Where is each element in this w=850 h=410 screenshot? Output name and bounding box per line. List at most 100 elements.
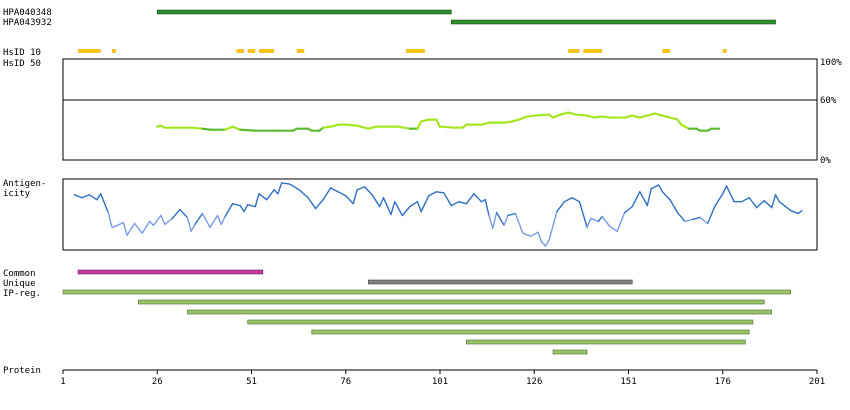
identity-segment bbox=[668, 116, 679, 121]
antigenicity-segment bbox=[529, 231, 539, 237]
antigenicity-segment bbox=[299, 190, 309, 199]
antibody-bar bbox=[156, 9, 452, 15]
antigenicity-segment bbox=[691, 216, 701, 221]
antigenicity-segment bbox=[601, 215, 611, 228]
antigenicity-segment bbox=[88, 194, 98, 201]
antigenicity-segment bbox=[548, 210, 558, 240]
identity-curve bbox=[156, 111, 721, 132]
antigenicity-segment bbox=[778, 200, 788, 209]
region-tracks bbox=[62, 269, 791, 355]
antigenicity-segment bbox=[714, 193, 724, 207]
antigenicity-segment bbox=[503, 214, 509, 227]
axis-tick-label: 1 bbox=[60, 377, 65, 387]
antigenicity-segment bbox=[427, 191, 437, 197]
identity-segment bbox=[480, 121, 491, 126]
antigenicity-segment bbox=[774, 194, 780, 203]
antigenicity-segment bbox=[209, 214, 219, 229]
antigenicity-segment bbox=[488, 214, 494, 230]
antigenicity-segment bbox=[247, 203, 256, 208]
identity-segment bbox=[420, 118, 430, 123]
antigenicity-segment bbox=[450, 200, 460, 207]
unique-label: Unique bbox=[3, 279, 36, 289]
identity-segment bbox=[623, 114, 634, 119]
antigenicity-segment bbox=[382, 197, 392, 216]
antigenicity-segment bbox=[608, 225, 618, 232]
antigenicity-segment bbox=[443, 192, 453, 207]
identity-segment bbox=[502, 120, 513, 124]
antigenicity-segment bbox=[141, 220, 151, 234]
antigenicity-segment bbox=[160, 214, 166, 226]
antigenicity-segment bbox=[420, 195, 430, 213]
hsid10-segment bbox=[662, 49, 670, 53]
antigenicity-segment bbox=[258, 193, 268, 201]
antigenicity-segment bbox=[220, 215, 226, 226]
antigenicity-segment bbox=[722, 185, 728, 195]
antigenicity-segment bbox=[280, 182, 290, 185]
identity-segment bbox=[224, 125, 234, 131]
antigenicity-segment bbox=[152, 214, 162, 227]
hsid10-segment bbox=[568, 49, 580, 53]
antigenicity-segment bbox=[669, 199, 679, 214]
antigenicity-segment bbox=[292, 185, 302, 192]
unique-bar bbox=[368, 279, 633, 285]
ip-region-bar bbox=[138, 299, 765, 305]
antigenicity-segment bbox=[740, 197, 750, 203]
hsid10-track bbox=[78, 49, 727, 53]
antigenicity-segment bbox=[465, 193, 475, 205]
antigenicity-segment bbox=[133, 222, 143, 234]
protein-label: Protein bbox=[3, 366, 41, 376]
common-label: Common bbox=[3, 269, 36, 279]
axis-tick-label: 126 bbox=[526, 377, 542, 387]
antigenicity-segment bbox=[356, 186, 366, 191]
hsid10-segment bbox=[722, 49, 727, 53]
identity-segment bbox=[525, 114, 536, 118]
antigenicity-segment bbox=[224, 202, 234, 218]
identity-segment bbox=[638, 114, 649, 119]
antigenicity-segment bbox=[556, 200, 566, 213]
antigenicity-segment bbox=[216, 214, 223, 226]
axis-tick-label: 201 bbox=[809, 377, 825, 387]
antigenicity-segment bbox=[164, 217, 174, 226]
identity-segment bbox=[661, 114, 672, 119]
antigenicity-segment bbox=[239, 204, 245, 213]
axis-tick-label: 51 bbox=[246, 377, 257, 387]
antigenicity-segment bbox=[495, 211, 505, 227]
antigenicity-segment bbox=[676, 211, 686, 223]
antigenicity-segment bbox=[755, 199, 765, 209]
antigenicity-segment bbox=[684, 218, 694, 223]
antigenicity-segment bbox=[597, 215, 603, 223]
identity-scale-mid: 60% bbox=[820, 96, 837, 106]
antigenicity-segment bbox=[265, 189, 275, 201]
axis-tick-label: 151 bbox=[620, 377, 636, 387]
identity-segment bbox=[344, 123, 359, 127]
identity-segment bbox=[510, 118, 521, 123]
antigenicity-segment bbox=[416, 200, 422, 213]
antibody-label: HPA040348 bbox=[3, 8, 52, 18]
antigenicity-segment bbox=[73, 194, 83, 199]
identity-segment bbox=[367, 125, 378, 130]
antigenicity-segment bbox=[307, 197, 317, 210]
antigenicity-segment bbox=[514, 212, 524, 234]
axis-tick-label: 26 bbox=[152, 377, 163, 387]
antigenicity-segment bbox=[522, 232, 532, 237]
identity-segment bbox=[329, 123, 340, 128]
antigenicity-label-1: Antigen- bbox=[3, 179, 46, 189]
antigenicity-segment bbox=[763, 199, 773, 209]
identity-segment bbox=[533, 113, 551, 117]
antigenicity-segment bbox=[492, 211, 498, 230]
antigenicity-segment bbox=[378, 197, 385, 208]
antigenicity-segment bbox=[179, 208, 189, 219]
antigenicity-segment bbox=[171, 208, 181, 220]
antigenicity-segment bbox=[661, 191, 671, 201]
hsid10-segment bbox=[78, 49, 101, 53]
antigenicity-segment bbox=[616, 211, 626, 232]
identity-scale-top: 100% bbox=[820, 58, 842, 68]
antigenicity-segment bbox=[394, 200, 403, 217]
antigenicity-segment bbox=[563, 197, 573, 203]
identity-segment bbox=[680, 123, 690, 130]
protein-axis: 1 26 51 76 101 126 151 176 201 bbox=[60, 370, 825, 387]
antigenicity-segment bbox=[107, 211, 113, 229]
identity-segment bbox=[593, 115, 604, 119]
hsid10-segment bbox=[236, 49, 244, 53]
